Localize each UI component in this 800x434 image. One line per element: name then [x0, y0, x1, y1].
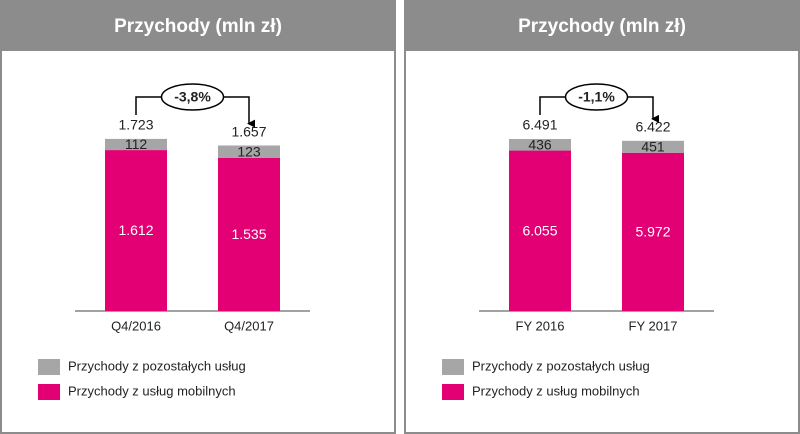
value-label: 6.055 — [522, 222, 557, 238]
annotation: -3,8% — [174, 89, 211, 105]
x-tick-label: FY 2017 — [629, 318, 678, 333]
annotation-bubble — [160, 83, 225, 111]
legend-swatch — [442, 384, 464, 400]
legend-label: Przychody z usług mobilnych — [68, 383, 236, 398]
legend-swatch — [442, 359, 464, 375]
bar-segment — [105, 150, 167, 311]
annotation-bubble — [564, 83, 629, 111]
panel-title: Przychody (mln zł) — [518, 16, 686, 37]
total-label: 1.723 — [118, 117, 153, 133]
bar-segment — [105, 138, 167, 151]
legend-label: Przychody z usług mobilnych — [472, 383, 640, 398]
value-label: 1.612 — [118, 222, 153, 238]
bar-segment — [622, 152, 684, 311]
panel-body — [0, 49, 396, 434]
legend-label: Przychody z pozostałych usług — [68, 358, 246, 373]
value-label: 5.972 — [635, 224, 670, 240]
panel-header — [0, 0, 396, 50]
panel-header — [404, 0, 800, 50]
value-label: 123 — [237, 143, 261, 159]
x-tick-label: FY 2016 — [516, 318, 565, 333]
total-label: 6.422 — [635, 119, 670, 135]
bar-segment — [509, 139, 571, 151]
value-label: 1.535 — [231, 226, 266, 242]
legend-swatch — [38, 384, 60, 400]
panel-title: Przychody (mln zł) — [114, 16, 282, 37]
annotation: -1,1% — [578, 89, 615, 105]
panel-body — [404, 49, 800, 434]
bar-segment — [218, 145, 280, 158]
total-label: 6.491 — [522, 117, 557, 133]
legend-label: Przychody z pozostałych usług — [472, 358, 650, 373]
legend-swatch — [38, 359, 60, 375]
total-label: 1.657 — [231, 123, 266, 139]
value-label: 451 — [641, 138, 665, 154]
bar-segment — [218, 157, 280, 311]
x-tick-label: Q4/2017 — [224, 318, 274, 333]
bar-segment — [509, 150, 571, 311]
x-tick-label: Q4/2016 — [111, 318, 161, 333]
value-label: 436 — [528, 136, 552, 152]
bar-segment — [622, 140, 684, 153]
value-label: 112 — [125, 136, 148, 152]
